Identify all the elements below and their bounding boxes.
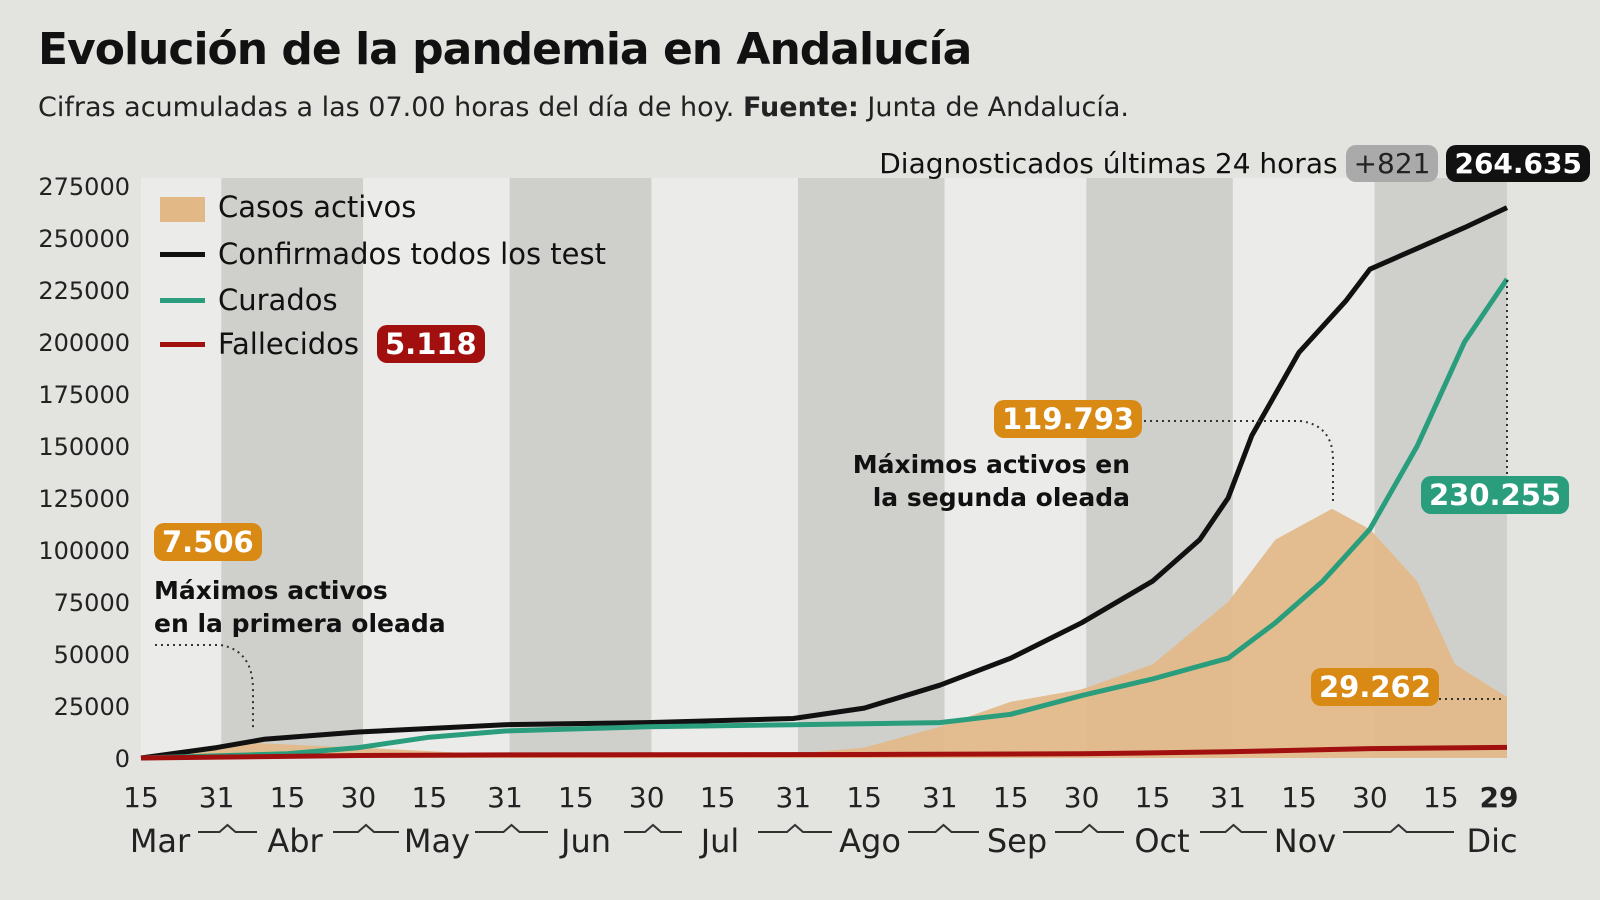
x-tick-label: 15 <box>1135 781 1171 814</box>
second-wave-badge: 119.793 <box>994 400 1143 438</box>
recovered-total-badge: 230.255 <box>1421 476 1570 514</box>
month-bracket <box>475 823 548 833</box>
legend-swatch-recovered <box>160 298 205 303</box>
x-tick-label: 15 <box>846 781 882 814</box>
second-wave-line1: Máximos activos en <box>852 450 1130 479</box>
month-label: Nov <box>1274 822 1336 860</box>
month-bracket <box>1200 823 1267 833</box>
month-band <box>363 178 510 758</box>
month-bracket <box>908 823 979 833</box>
subtitle-text: Cifras acumuladas a las 07.00 horas del … <box>38 92 735 123</box>
second-wave-line2: la segunda oleada <box>872 483 1130 512</box>
source: Junta de Andalucía. <box>867 92 1130 123</box>
first-wave-note: Máximos activos en la primera oleada <box>154 574 446 640</box>
x-tick-label: 31 <box>199 781 235 814</box>
header-stat: Diagnosticados últimas 24 horas +821 264… <box>879 145 1590 182</box>
subtitle: Cifras acumuladas a las 07.00 horas del … <box>38 92 1129 123</box>
line-curados <box>140 277 1510 761</box>
y-tick-label: 275000 <box>38 173 130 201</box>
delta-badge: +821 <box>1345 145 1439 182</box>
month-label: Oct <box>1134 822 1189 860</box>
x-tick-label: 31 <box>922 781 958 814</box>
y-tick-label: 50000 <box>54 641 130 669</box>
y-tick-label: 100000 <box>38 537 130 565</box>
x-tick-label: 15 <box>1423 781 1459 814</box>
month-bracket <box>1055 823 1124 833</box>
month-label: May <box>404 822 470 860</box>
total-badge: 264.635 <box>1446 145 1590 182</box>
legend-confirmed: Confirmados todos los test <box>218 237 606 271</box>
month-label: Mar <box>130 822 191 860</box>
y-tick-label: 200000 <box>38 329 130 357</box>
x-tick-label: 31 <box>775 781 811 814</box>
line-confirmados <box>140 205 1509 761</box>
x-tick-label: 15 <box>412 781 448 814</box>
first-wave-leader <box>155 644 254 728</box>
first-wave-line2: en la primera oleada <box>154 609 446 638</box>
page-title: Evolución de la pandemia en Andalucía <box>38 24 972 75</box>
deaths-total-badge: 5.118 <box>377 325 485 363</box>
header-stat-label: Diagnosticados últimas 24 horas <box>879 147 1338 180</box>
x-tick-label: 15 <box>123 781 159 814</box>
x-tick-label: 30 <box>341 781 377 814</box>
x-tick-label: 30 <box>1352 781 1388 814</box>
y-tick-label: 25000 <box>54 693 130 721</box>
legend-swatch-deaths <box>160 342 205 347</box>
first-wave-badge: 7.506 <box>154 523 262 561</box>
month-bracket <box>198 823 257 833</box>
x-tick-label: 15 <box>558 781 594 814</box>
x-tick-label: 31 <box>487 781 523 814</box>
legend-recovered: Curados <box>218 283 338 317</box>
y-tick-label: 250000 <box>38 225 130 253</box>
y-tick-label: 125000 <box>38 485 130 513</box>
x-tick-label: 29 <box>1480 781 1519 814</box>
month-band <box>509 178 652 758</box>
legend-swatch-active <box>160 197 205 222</box>
month-band <box>141 178 222 758</box>
month-label: Jun <box>559 822 611 860</box>
legend-swatch-confirmed <box>160 252 205 257</box>
month-band <box>798 178 945 758</box>
y-tick-label: 225000 <box>38 277 130 305</box>
second-wave-note: Máximos activos en la segunda oleada <box>842 448 1130 514</box>
month-bracket <box>333 823 399 833</box>
x-tick-label: 31 <box>1210 781 1246 814</box>
y-tick-label: 75000 <box>54 589 130 617</box>
y-tick-label: 0 <box>115 745 130 773</box>
legend-active: Casos activos <box>218 190 417 224</box>
second-wave-leader <box>1132 420 1334 505</box>
x-tick-label: 15 <box>270 781 306 814</box>
month-label: Ago <box>839 822 901 860</box>
month-label: Sep <box>987 822 1047 860</box>
line-fallecidos <box>140 744 1508 761</box>
month-band <box>944 178 1087 758</box>
x-tick-label: 15 <box>993 781 1029 814</box>
x-tick-label: 15 <box>1281 781 1317 814</box>
month-label: Dic <box>1466 822 1517 860</box>
area-casos-activos <box>141 508 1507 758</box>
legend-deaths: Fallecidos <box>218 327 360 361</box>
month-label: Jul <box>699 822 740 860</box>
month-bracket <box>624 823 682 833</box>
x-tick-label: 15 <box>700 781 736 814</box>
month-bracket <box>758 823 832 833</box>
month-band <box>651 178 799 758</box>
month-bracket <box>1343 823 1454 833</box>
y-tick-label: 150000 <box>38 433 130 461</box>
month-label: Abr <box>267 822 323 860</box>
x-tick-label: 30 <box>1064 781 1100 814</box>
x-tick-label: 30 <box>629 781 665 814</box>
source-label: Fuente: <box>742 92 859 123</box>
first-wave-line1: Máximos activos <box>154 576 388 605</box>
y-tick-label: 175000 <box>38 381 130 409</box>
current-active-badge: 29.262 <box>1311 668 1439 706</box>
month-band <box>221 178 364 758</box>
